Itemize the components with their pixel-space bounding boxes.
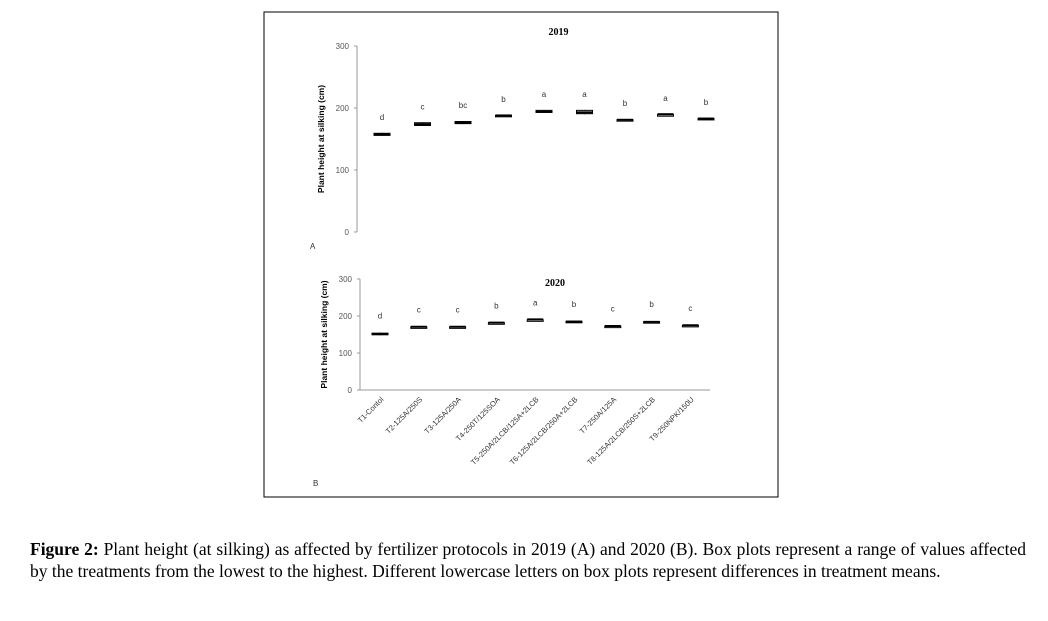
significance-letter: a xyxy=(533,298,538,307)
significance-letter: b xyxy=(623,99,628,108)
y-axis-label: Plant height at silking (cm) xyxy=(316,85,326,193)
panel-a-chart: 2019 0 100 200 300 Plant height at silking (c… xyxy=(310,27,715,251)
y-tick-label: 100 xyxy=(339,349,353,358)
significance-letter: c xyxy=(421,102,425,111)
y-tick-label: 0 xyxy=(348,386,353,395)
significance-letter: b xyxy=(494,301,499,310)
significance-letter: c xyxy=(611,305,615,314)
x-tick-label: T3-125A/250A xyxy=(422,395,463,436)
x-tick-label: T1-Contol xyxy=(356,395,386,425)
y-tick-label: 300 xyxy=(336,42,350,51)
x-tick-label: T6-125A/2LCB/250A+2LCB xyxy=(508,395,580,467)
x-tick-label: T5-250A/2LCB/125A+2LCB xyxy=(469,395,541,467)
y-tick-label: 0 xyxy=(345,228,350,237)
significance-letter: a xyxy=(582,90,587,99)
significance-letter: a xyxy=(663,94,668,103)
figure-caption: Figure 2: Plant height (at silking) as a… xyxy=(30,538,1026,582)
significance-letter: c xyxy=(456,305,460,314)
panel-b-chart: 2020 0 100 200 300 Plant height at silking (c… xyxy=(313,275,710,488)
chart-title: 2020 xyxy=(545,278,565,289)
significance-letter: a xyxy=(542,90,547,99)
significance-letter: d xyxy=(380,113,384,122)
caption-text: Plant height (at silking) as affected by… xyxy=(30,539,1026,581)
y-axis-label: Plant height at silking (cm) xyxy=(319,280,329,388)
significance-letter: b xyxy=(501,95,506,104)
caption-label: Figure 2: xyxy=(30,539,99,559)
figure-frame xyxy=(263,11,779,498)
significance-letter: b xyxy=(704,98,709,107)
significance-letter: d xyxy=(378,312,382,321)
x-tick-label: T2-125A/250S xyxy=(384,395,425,436)
y-tick-label: 200 xyxy=(339,312,353,321)
significance-letter: bc xyxy=(459,101,467,110)
y-tick-label: 200 xyxy=(336,104,350,113)
y-tick-label: 100 xyxy=(336,166,350,175)
x-tick-label: T7-250A/125A xyxy=(578,395,619,436)
x-tick-label: T8-125A/2LCB/250S+2LCB xyxy=(585,395,657,467)
significance-letter: b xyxy=(572,300,577,309)
chart-title: 2019 xyxy=(549,27,569,38)
panel-label: B xyxy=(313,479,318,488)
significance-letter: c xyxy=(688,304,692,313)
y-tick-label: 300 xyxy=(339,275,353,284)
significance-letter: c xyxy=(417,305,421,314)
panel-label: A xyxy=(310,242,316,251)
significance-letter: b xyxy=(649,300,654,309)
figure: 2019 0 100 200 300 Plant height at silking (c… xyxy=(263,11,779,498)
